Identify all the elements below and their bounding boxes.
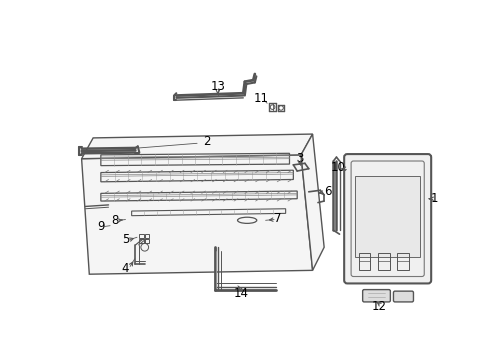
Bar [144, 239, 149, 243]
Text: 10: 10 [330, 161, 345, 175]
Text: 6: 6 [324, 185, 331, 198]
FancyBboxPatch shape [362, 289, 389, 302]
Text: 7: 7 [274, 212, 281, 225]
Bar [377, 253, 389, 270]
Bar [139, 234, 143, 238]
Bar [396, 253, 408, 270]
Polygon shape [81, 155, 312, 274]
Text: 13: 13 [210, 80, 225, 93]
Text: 11: 11 [253, 92, 268, 105]
Text: 12: 12 [371, 300, 386, 313]
Bar [358, 253, 369, 270]
Text: 14: 14 [233, 287, 248, 300]
Text: 2: 2 [203, 135, 210, 148]
Bar [144, 234, 149, 238]
Text: 1: 1 [429, 192, 437, 205]
FancyBboxPatch shape [344, 154, 430, 283]
Text: 3: 3 [295, 152, 303, 165]
Polygon shape [81, 134, 312, 159]
Text: 5: 5 [122, 233, 129, 246]
Text: 8: 8 [111, 214, 118, 227]
Bar [139, 239, 143, 243]
Polygon shape [301, 134, 324, 270]
Text: 9: 9 [97, 220, 104, 233]
Bar [354, 176, 420, 257]
FancyBboxPatch shape [393, 291, 413, 302]
Text: 4: 4 [122, 261, 129, 275]
